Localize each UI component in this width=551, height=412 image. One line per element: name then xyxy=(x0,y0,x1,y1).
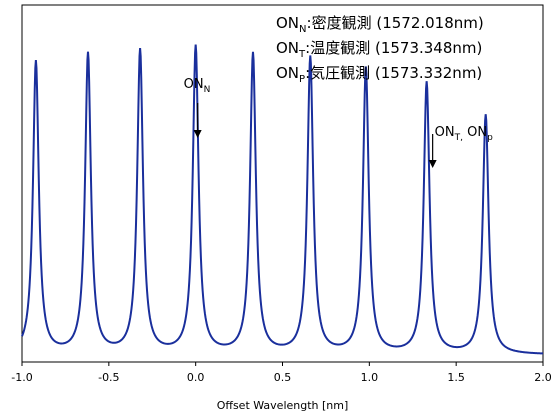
x-tick-label: -0.5 xyxy=(98,371,119,384)
x-axis-ticks: -1.0 -0.5 0.0 0.5 1.0 1.5 2.0 xyxy=(11,362,551,384)
legend-label: ON xyxy=(276,14,299,32)
plot-frame xyxy=(21,4,544,363)
annotation-label-0: ONN xyxy=(184,77,211,95)
annotation-label: ON xyxy=(184,77,204,92)
legend-subscript: P xyxy=(299,74,305,85)
annotation-extra: ON xyxy=(463,125,487,140)
annotation-label: ON xyxy=(435,125,455,140)
legend-entry-2: ONP:気圧観測 (1573.332nm) xyxy=(276,64,482,85)
annotation-arrow-head xyxy=(193,130,202,138)
legend-text: :温度観測 (1573.348nm) xyxy=(305,39,482,57)
annotation-subscript: T, xyxy=(454,133,463,143)
annotation-arrow-head xyxy=(428,160,437,168)
x-tick-label: 0.5 xyxy=(274,371,292,384)
legend-subscript: T xyxy=(298,49,306,60)
x-axis-title: Offset Wavelength [nm] xyxy=(217,399,349,412)
legend-text: :気圧観測 (1573.332nm) xyxy=(305,64,482,82)
legend-subscript: N xyxy=(299,24,306,35)
series-line-0 xyxy=(21,44,544,355)
legend-text: :密度観測 (1572.018nm) xyxy=(307,14,484,32)
annotation-extra-subscript: p xyxy=(487,133,493,143)
annotation-label-1: ONT, ONp xyxy=(435,125,493,143)
legend: ONN:密度観測 (1572.018nm)ONT:温度観測 (1573.348n… xyxy=(276,14,484,85)
x-tick-label: 0.0 xyxy=(187,371,205,384)
legend-label: ON xyxy=(276,64,299,82)
annotation-subscript: N xyxy=(204,85,211,95)
x-tick-label: 1.5 xyxy=(447,371,465,384)
x-tick-label: 1.0 xyxy=(361,371,379,384)
legend-entry-0: ONN:密度観測 (1572.018nm) xyxy=(276,14,484,35)
series-layer xyxy=(21,44,544,355)
legend-label: ON xyxy=(276,39,299,57)
x-tick-label: 2.0 xyxy=(534,371,551,384)
plot-border xyxy=(21,4,544,363)
x-tick-label: -1.0 xyxy=(11,371,32,384)
legend-entry-1: ONT:温度観測 (1573.348nm) xyxy=(276,39,482,60)
